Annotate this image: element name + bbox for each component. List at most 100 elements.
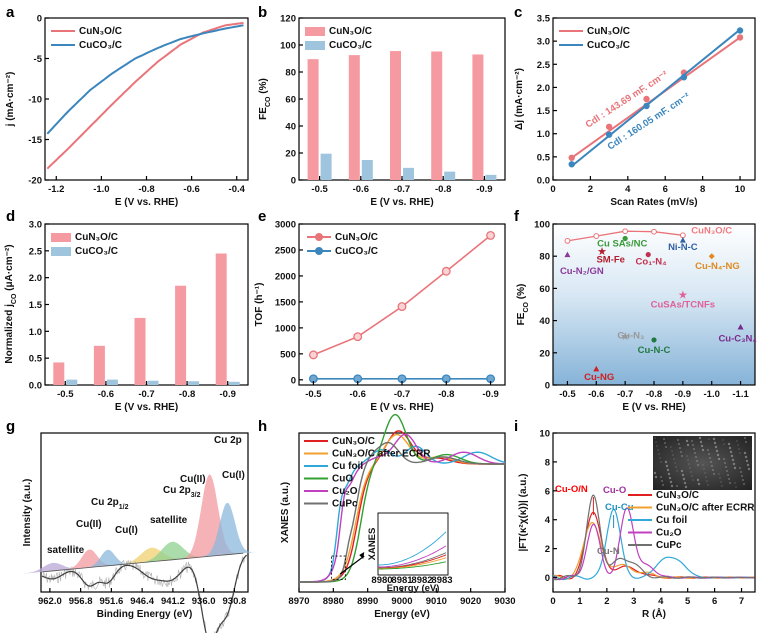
tem-speckle	[665, 464, 669, 468]
panel-i-legend-label: Cu₂O	[656, 528, 682, 539]
y-axis-label: TOF (h⁻¹)	[254, 283, 265, 327]
y-axis-label: |FT(κ²χ(κ))| (a.u.)	[518, 473, 529, 551]
tem-speckle	[708, 453, 710, 455]
panel-g-xtick-label: 941.2	[161, 596, 185, 607]
tem-image	[653, 436, 752, 490]
data-point	[441, 266, 451, 276]
panel-h-xtick-label: 9020	[460, 596, 481, 607]
tem-speckle	[685, 439, 689, 443]
panel-g-xtick-label: 956.8	[69, 596, 93, 607]
panel-i-ytick-label: 2	[545, 544, 550, 555]
tem-speckle	[718, 473, 720, 475]
benchmark-label: CuN₃O/C	[691, 226, 732, 237]
tem-speckle	[737, 444, 739, 446]
raw-spectrum	[41, 555, 247, 633]
panel-h-xtick-label: 8970	[288, 596, 309, 607]
tem-speckle	[739, 452, 741, 454]
benchmark-label: Cu-N₂/GN	[560, 266, 604, 277]
panel-i-xtick-label: 2	[604, 596, 609, 607]
benchmark-label: SM-Fe	[596, 255, 625, 266]
arrow-line	[339, 555, 365, 575]
panel-label-b: b	[258, 4, 267, 21]
tem-speckle	[682, 477, 686, 481]
panel-i-xtick-label: 6	[712, 596, 717, 607]
series-line	[552, 494, 755, 581]
panel-label-i: i	[514, 418, 518, 435]
panel-b-legend-label: CuN₃O/C	[329, 26, 372, 37]
bar	[472, 54, 484, 181]
tem-speckle	[744, 437, 746, 439]
panel-e-ytick-label: 0	[291, 375, 296, 386]
benchmark-label: Co₁-N₄	[636, 256, 668, 267]
tem-speckle	[653, 471, 657, 475]
peak-annotation: Cu 2p	[214, 435, 242, 446]
fit-line	[571, 28, 741, 167]
data-point	[643, 102, 650, 110]
tem-speckle	[746, 463, 750, 467]
inset-y-axis-label: XANES	[367, 528, 378, 561]
tem-speckle	[712, 437, 716, 441]
peak-annotation: Cu 2p1/2	[91, 497, 129, 511]
panel-label-f: f	[514, 208, 520, 225]
panel-d-legend-swatch	[51, 233, 71, 242]
panel-d-xtick-label: -0.6	[98, 389, 114, 400]
panel-b-ytick-label: 60	[285, 95, 296, 106]
panel-i-xtick-label: 5	[685, 596, 691, 607]
panel-d-ytick-label: 1.0	[29, 327, 42, 338]
panel-c-xtick-label: 0	[550, 184, 555, 195]
tem-speckle	[731, 458, 735, 462]
tem-speckle	[708, 438, 710, 440]
tem-speckle	[723, 458, 725, 460]
tem-speckle	[654, 437, 656, 439]
x-axis-label: E (V vs. RHE)	[115, 402, 178, 413]
tem-speckle	[743, 483, 745, 485]
inset-series-line	[378, 557, 447, 570]
panel-i-xtick-label: 0	[550, 596, 555, 607]
panel-d: -0.5 -0.6 -0.7 -0.8 -0.9 0.0 0.5 1.0 1.5 2.0 2.5 3.…	[4, 220, 249, 413]
tem-speckle	[728, 478, 730, 480]
panel-a-ytick-label: 0	[37, 14, 42, 25]
panel-label-h: h	[258, 418, 267, 435]
panel-b-ytick-label: 80	[285, 68, 296, 79]
data-point	[643, 95, 650, 103]
panel-i-xtick-label: 7	[739, 596, 744, 607]
panel-a-legend-label: CuN₃O/C	[79, 26, 122, 37]
tem-speckle	[666, 468, 670, 472]
panel-f-xtick-label: -0.9	[675, 389, 691, 400]
panel-e: -0.5 -0.6 -0.7 -0.8 -0.9 0 500 1000 1500 2000 2500…	[254, 220, 506, 413]
tem-speckle	[669, 480, 673, 484]
bar	[431, 51, 443, 181]
tem-speckle	[680, 469, 684, 473]
data-point	[486, 230, 496, 240]
x-axis-label: Energy (eV)	[374, 609, 430, 620]
panel-c-frame	[552, 17, 756, 181]
tem-speckle	[667, 472, 671, 476]
tem-speckle	[659, 457, 661, 459]
panel-label-e: e	[258, 208, 266, 225]
panel-c-ytick-label: 3.0	[537, 37, 550, 48]
tem-speckle	[699, 440, 703, 444]
tem-speckle	[728, 446, 732, 450]
tem-speckle	[733, 466, 737, 470]
panel-i-xtick-label: 4	[658, 596, 664, 607]
panel-e-xtick-label: -0.6	[350, 389, 366, 400]
panel-b: -0.5 -0.6 -0.7 -0.8 -0.9 0 20 40 60 80 100 120 E (V …	[258, 14, 506, 208]
panel-i-ytick-label: 10	[539, 429, 550, 440]
panel-i-ytick-label: 4	[545, 515, 551, 526]
panel-b-ytick-label: 20	[285, 149, 296, 160]
panel-a-ytick-label: -5	[34, 54, 43, 65]
panel-h-legend-label: Cu₂O	[332, 486, 358, 497]
peak-annotation: Cu(I)	[222, 470, 245, 481]
benchmark-point: ★	[621, 332, 630, 343]
panel-b-legend-label: CuCO₃/C	[329, 40, 372, 51]
x-axis-label: R (Å)	[642, 607, 666, 620]
panel-e-xtick-label: -0.9	[482, 389, 498, 400]
x-axis-label: E (V vs. RHE)	[115, 197, 178, 208]
tem-speckle	[675, 466, 677, 468]
inset-xtick-label: 8980	[371, 575, 392, 586]
tem-speckle	[702, 464, 704, 466]
panel-b-ytick-label: 100	[280, 41, 296, 52]
panel-e-ytick-label: 3000	[275, 220, 296, 231]
panel-i-legend-label: Cu foil	[656, 515, 687, 526]
panel-c-ytick-label: 1.0	[537, 129, 550, 140]
